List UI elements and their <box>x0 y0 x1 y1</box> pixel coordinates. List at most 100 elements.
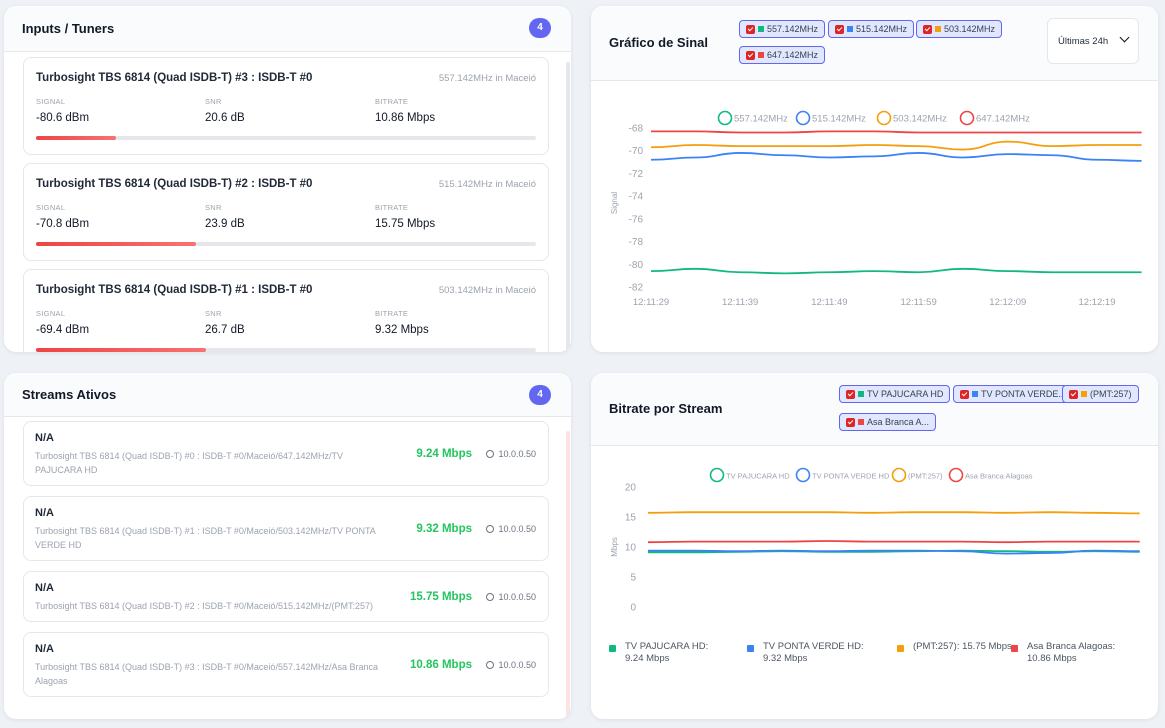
panel-title: Streams Ativos <box>22 387 117 402</box>
ip-text: 10.0.0.50 <box>498 448 536 459</box>
stream-card: N/A Turbosight TBS 6814 (Quad ISDB-T) #3 … <box>23 632 549 697</box>
panel-title: Inputs / Tuners <box>22 21 115 36</box>
snr-value: 26.7 dB <box>205 324 245 336</box>
tuners-header: Inputs / Tuners 4 <box>4 6 571 52</box>
color-swatch <box>858 391 864 397</box>
stream-title: N/A <box>35 643 54 655</box>
tuner-name: Turbosight TBS 6814 (Quad ISDB-T) #2 : I… <box>36 178 313 190</box>
scrollbar[interactable] <box>566 431 570 719</box>
streams-header: Streams Ativos 4 <box>4 373 571 417</box>
checkbox <box>835 24 844 34</box>
toggle-label: 557.142MHz <box>767 24 819 34</box>
toggle-label: 647.142MHz <box>767 50 819 60</box>
stream-desc: Turbosight TBS 6814 (Quad ISDB-T) #0 : I… <box>35 451 343 475</box>
summary-text: (PMT:257): 15.75 Mbps <box>913 641 1012 652</box>
signal-value: -70.8 dBm <box>36 218 90 230</box>
streams-panel: Streams Ativos 4 N/A Turbosight TBS 6814 … <box>4 373 571 719</box>
snr-label: SNR <box>205 97 222 106</box>
bitrate-value: 10.86 Mbps <box>375 112 436 124</box>
color-swatch <box>972 391 978 397</box>
bitrate-label: BITRATE <box>375 97 409 106</box>
snr-value: 23.9 dB <box>205 218 245 230</box>
snr-label: SNR <box>205 309 222 318</box>
tuner-name: Turbosight TBS 6814 (Quad ISDB-T) #1 : I… <box>36 284 313 296</box>
signal-header: Gráfico de Sinal Últimas 24h 557.142MHz 5… <box>591 6 1158 81</box>
ip-text: 10.0.0.50 <box>498 523 536 534</box>
signal-panel: Gráfico de Sinal Últimas 24h 557.142MHz 5… <box>591 6 1158 352</box>
toggle-label: TV PONTA VERDE... <box>981 389 1066 399</box>
signal-value: -69.4 dBm <box>36 324 90 336</box>
panel-title: Gráfico de Sinal <box>609 35 708 50</box>
series-toggle[interactable]: TV PONTA VERDE... <box>953 385 1073 403</box>
bitrate-header: Bitrate por Stream TV PAJUCARA HD TV PONT… <box>591 373 1158 446</box>
bitrate-label: BITRATE <box>375 203 409 212</box>
series-toggle[interactable]: 647.142MHz <box>739 46 826 64</box>
stream-desc: Turbosight TBS 6814 (Quad ISDB-T) #2 : I… <box>35 601 373 611</box>
stream-desc: Turbosight TBS 6814 (Quad ISDB-T) #3 : I… <box>35 662 378 686</box>
series-toggle[interactable]: Asa Branca A... <box>839 413 937 431</box>
stream-bitrate: 10.86 Mbps <box>410 658 472 671</box>
range-select[interactable]: Últimas 24h <box>1047 18 1139 64</box>
count-badge: 4 <box>529 385 551 405</box>
signal-bar-track <box>36 242 536 246</box>
color-swatch <box>847 26 853 32</box>
series-toggle[interactable]: (PMT:257) <box>1062 385 1139 403</box>
signal-label: SIGNAL <box>36 203 66 212</box>
color-swatch <box>858 419 864 425</box>
stream-card: N/A Turbosight TBS 6814 (Quad ISDB-T) #2 … <box>23 571 549 622</box>
color-swatch <box>758 26 764 32</box>
stream-ip: 10.0.0.50 <box>486 592 536 602</box>
tuner-freq: 503.142MHz in Maceió <box>438 285 536 296</box>
summary-swatch <box>609 645 616 652</box>
series-toggle[interactable]: TV PAJUCARA HD <box>839 385 951 403</box>
scrollbar[interactable] <box>566 62 570 352</box>
toggle-label: TV PAJUCARA HD <box>867 389 944 399</box>
tuner-freq: 557.142MHz in Maceió <box>438 73 536 84</box>
bitrate-label: BITRATE <box>375 309 409 318</box>
checkbox <box>960 389 969 399</box>
stream-ip: 10.0.0.50 <box>486 660 536 670</box>
signal-bar-track <box>36 348 536 352</box>
tuners-panel: Inputs / Tuners 4 Turbosight TBS 6814 (Q… <box>4 6 571 352</box>
signal-bar <box>36 242 196 246</box>
stream-card: N/A Turbosight TBS 6814 (Quad ISDB-T) #0 … <box>23 421 549 486</box>
tuner-card: Turbosight TBS 6814 (Quad ISDB-T) #1 : I… <box>23 269 549 352</box>
tuner-list: Turbosight TBS 6814 (Quad ISDB-T) #3 : I… <box>4 52 571 352</box>
stream-ip: 10.0.0.50 <box>486 449 536 459</box>
tuner-card: Turbosight TBS 6814 (Quad ISDB-T) #2 : I… <box>23 163 549 261</box>
range-label: Últimas 24h <box>1058 36 1109 47</box>
summary-item: TV PAJUCARA HD: 9.24 Mbps <box>609 641 727 665</box>
stream-title: N/A <box>35 507 54 519</box>
stream-desc: Turbosight TBS 6814 (Quad ISDB-T) #1 : I… <box>35 526 376 550</box>
toggle-label: (PMT:257) <box>1090 389 1132 399</box>
series-toggle[interactable]: 557.142MHz <box>739 20 826 38</box>
summary-item: TV PONTA VERDE HD: 9.32 Mbps <box>747 641 865 665</box>
stream-ip: 10.0.0.50 <box>486 524 536 534</box>
tuner-freq: 515.142MHz in Maceió <box>438 179 536 190</box>
panel-title: Bitrate por Stream <box>609 401 723 416</box>
user-icon <box>486 525 495 534</box>
signal-label: SIGNAL <box>36 97 66 106</box>
signal-value: -80.6 dBm <box>36 112 90 124</box>
count-badge: 4 <box>529 18 551 38</box>
series-toggle[interactable]: 515.142MHz <box>828 20 915 38</box>
signal-label: SIGNAL <box>36 309 66 318</box>
user-icon <box>486 593 495 602</box>
tuner-name: Turbosight TBS 6814 (Quad ISDB-T) #3 : I… <box>36 72 313 84</box>
summary-swatch <box>1011 645 1018 652</box>
series-toggle[interactable]: 503.142MHz <box>916 20 1003 38</box>
color-swatch <box>1081 391 1087 397</box>
summary-text: Asa Branca Alagoas: 10.86 Mbps <box>1027 641 1116 664</box>
summary-text: TV PAJUCARA HD: 9.24 Mbps <box>625 641 709 664</box>
color-swatch <box>758 52 764 58</box>
toggle-label: Asa Branca A... <box>867 417 930 427</box>
ip-text: 10.0.0.50 <box>498 659 536 670</box>
checkbox <box>1069 389 1078 399</box>
signal-bar-track <box>36 136 536 140</box>
bitrate-value: 15.75 Mbps <box>375 218 436 230</box>
toggle-label: 515.142MHz <box>856 24 908 34</box>
stream-list: N/A Turbosight TBS 6814 (Quad ISDB-T) #0 … <box>23 421 549 719</box>
signal-bar <box>36 348 206 352</box>
user-icon <box>486 450 495 459</box>
